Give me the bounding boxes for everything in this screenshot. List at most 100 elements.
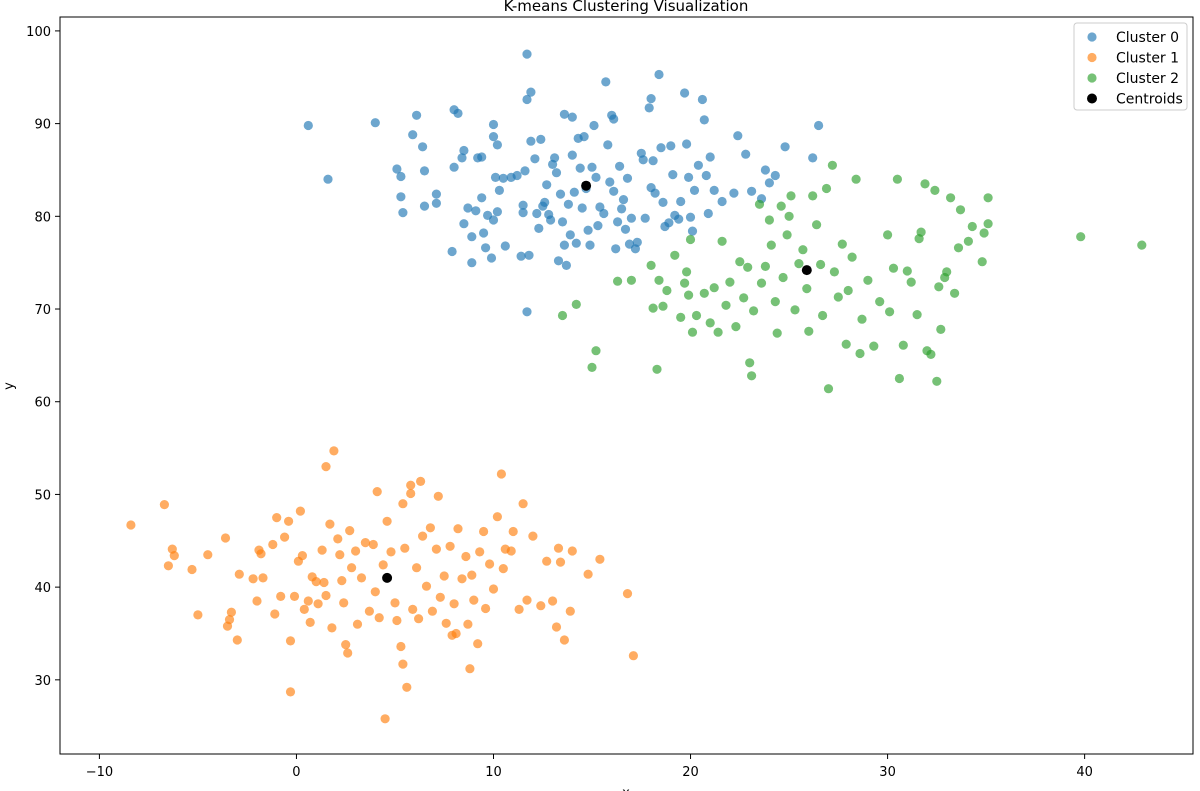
cluster-2-point (967, 221, 977, 232)
cluster-1-point (333, 534, 343, 544)
cluster-1-point (416, 476, 426, 486)
cluster-1-point (347, 563, 357, 573)
cluster-1-point (508, 526, 518, 537)
cluster-1-point (351, 546, 361, 556)
cluster-0-point (680, 88, 690, 98)
x-axis-label: x (622, 786, 630, 791)
cluster-2-point (983, 219, 993, 229)
cluster-2-point (760, 261, 771, 271)
cluster-1-point (248, 574, 258, 584)
cluster-0-point (492, 207, 502, 217)
cluster-0-point (587, 162, 597, 172)
cluster-2-point (942, 267, 952, 277)
cluster-2-point (684, 290, 694, 300)
cluster-2-point (680, 278, 690, 288)
cluster-2-point (883, 230, 893, 240)
cluster-0-point (534, 223, 544, 233)
cluster-2-point (766, 240, 776, 250)
cluster-2-point (772, 328, 782, 338)
cluster-0-point (729, 188, 739, 198)
cluster-1-point (498, 564, 508, 574)
cluster-1-point (553, 543, 564, 553)
cluster-2-point (676, 312, 686, 322)
cluster-1-point (390, 598, 400, 608)
cluster-1-point (565, 606, 575, 616)
cluster-2-point (735, 257, 745, 267)
cluster-0-point (392, 164, 402, 174)
cluster-2-point (705, 318, 715, 328)
cluster-0-point (650, 188, 660, 198)
cluster-0-point (770, 170, 780, 181)
cluster-0-point (780, 142, 790, 152)
cluster-2-point (648, 303, 658, 313)
legend-box (1073, 22, 1188, 111)
cluster-2-point (747, 371, 757, 381)
cluster-2-point (930, 185, 940, 195)
cluster-1-point (451, 628, 461, 639)
cluster-0-point (689, 185, 700, 195)
cluster-0-point (579, 132, 589, 142)
cluster-1-point (473, 639, 483, 649)
cluster-0-point (447, 246, 457, 257)
cluster-0-point (658, 197, 668, 207)
cluster-1-point (364, 606, 374, 616)
cluster-1-point (343, 648, 353, 658)
y-tick-label: 60 (34, 396, 51, 411)
cluster-2-point (764, 215, 775, 225)
cluster-0-point (808, 153, 818, 163)
cluster-1-point (406, 480, 416, 490)
cluster-0-point (488, 215, 499, 225)
y-tick-label: 80 (34, 210, 51, 225)
cluster-1-point (402, 682, 412, 692)
cluster-0-point (555, 189, 566, 199)
cluster-2-point (782, 230, 792, 240)
cluster-0-point (522, 49, 532, 59)
x-tick-label: 0 (292, 765, 300, 780)
cluster-0-point (486, 253, 497, 263)
cluster-0-point (687, 226, 698, 236)
cluster-0-point (522, 94, 532, 105)
cluster-0-point (626, 213, 637, 223)
cluster-0-point (565, 230, 575, 240)
cluster-1-point (528, 531, 538, 541)
cluster-1-point (220, 533, 231, 543)
cluster-2-point (725, 277, 735, 287)
cluster-1-point (398, 499, 408, 509)
cluster-0-point (693, 160, 704, 170)
cluster-1-point (622, 589, 633, 599)
cluster-0-point (518, 200, 528, 210)
cluster-1-point (457, 574, 467, 584)
axis-ticks: −10 0 10 20 30 40 30 40 50 60 70 80 90 100 (26, 25, 1093, 780)
cluster-1-point (506, 546, 516, 556)
cluster-2-point (857, 314, 867, 324)
cluster-2-point (613, 276, 623, 286)
cluster-1-point (467, 570, 477, 580)
cluster-1-point (329, 446, 339, 456)
cluster-1-point (396, 641, 406, 652)
cluster-0-point (518, 208, 528, 218)
cluster-2-point (713, 327, 723, 337)
cluster-1-point (280, 532, 290, 542)
cluster-0-point (577, 203, 587, 213)
cluster-0-point (526, 87, 536, 97)
cluster-0-point (569, 187, 579, 197)
cluster-1-point (224, 615, 235, 625)
cluster-0-point (620, 224, 631, 234)
cluster-0-point (463, 203, 473, 213)
cluster-1-point (628, 651, 639, 661)
cluster-0-point (632, 237, 642, 247)
centroid-point (382, 572, 393, 583)
cluster-0-point (546, 215, 556, 225)
cluster-1-point (522, 595, 532, 605)
cluster-0-point (613, 217, 623, 227)
cluster-2-point (829, 267, 840, 277)
cluster-0-point (583, 225, 593, 235)
cluster-0-point (542, 180, 552, 190)
cluster-2-point (1076, 232, 1086, 242)
cluster-1-point (465, 664, 475, 674)
cluster-1-point (368, 539, 378, 550)
cluster-2-point (823, 384, 834, 394)
cluster-0-point (701, 170, 711, 181)
cluster-0-point (666, 141, 676, 151)
